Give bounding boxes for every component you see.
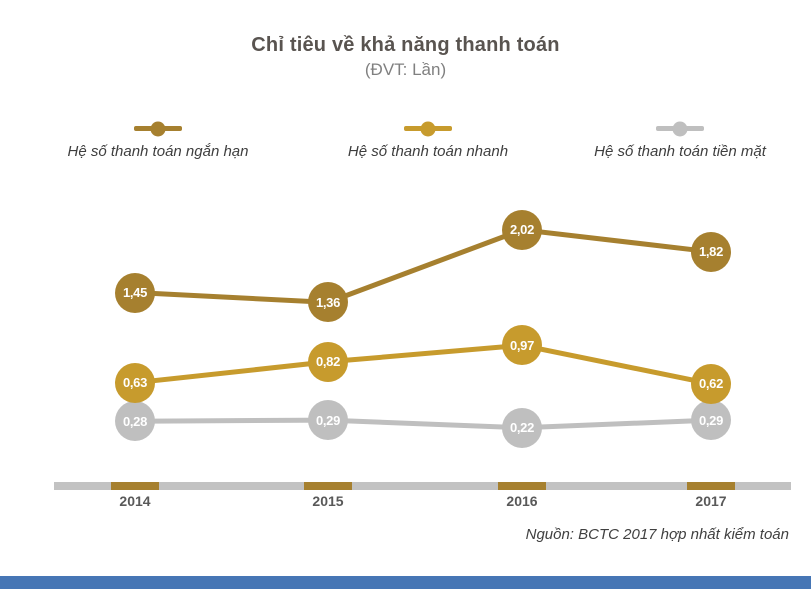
data-point-2014: 0,63 — [115, 362, 155, 403]
data-point-2017: 0,29 — [691, 400, 731, 441]
legend-label-quick: Hệ số thanh toán nhanh — [347, 143, 509, 160]
data-point-2016: 0,97 — [502, 325, 542, 366]
axis-tick — [498, 482, 546, 490]
axis-tick — [111, 482, 159, 490]
source-note: Nguồn: BCTC 2017 hợp nhất kiểm toán — [525, 526, 789, 543]
legend-line-marker-icon — [134, 121, 182, 136]
year-label-2015: 2015 — [312, 493, 344, 509]
chart-unit-label: (ĐVT: Lần) — [364, 60, 447, 79]
series-line — [134, 417, 712, 431]
legend-item-short-term: Hệ số thanh toán ngắn hạn — [38, 118, 278, 160]
data-point-2015: 0,82 — [308, 341, 348, 382]
legend-line-marker-icon — [404, 121, 452, 136]
series-line — [134, 227, 712, 305]
x-axis-bar — [54, 482, 791, 490]
legend-item-quick: Hệ số thanh toán nhanh — [308, 118, 548, 160]
legend-dot-icon — [672, 121, 688, 136]
data-point-2017: 1,82 — [691, 231, 731, 272]
legend-item-cash: Hệ số thanh toán tiền mặt — [560, 118, 800, 160]
data-point-2017: 0,62 — [691, 363, 731, 404]
series-line — [134, 342, 712, 387]
chart-title: Chỉ tiêu về khả năng thanh toán — [251, 34, 560, 56]
data-point-2014: 1,45 — [115, 272, 155, 313]
year-label-2017: 2017 — [695, 493, 727, 509]
legend-label-short-term: Hệ số thanh toán ngắn hạn — [67, 143, 249, 160]
data-point-2016: 2,02 — [502, 209, 542, 250]
legend-label-cash: Hệ số thanh toán tiền mặt — [594, 143, 766, 160]
data-point-2016: 0,22 — [502, 407, 542, 448]
data-point-2015: 1,36 — [308, 282, 348, 323]
axis-tick — [304, 482, 352, 490]
year-label-2014: 2014 — [119, 493, 151, 509]
year-label-2016: 2016 — [506, 493, 538, 509]
legend-line-marker-icon — [656, 121, 704, 136]
data-point-2015: 0,29 — [308, 400, 348, 441]
legend-dot-icon — [420, 121, 436, 136]
footer-accent-bar — [0, 576, 811, 589]
legend-dot-icon — [150, 121, 166, 136]
data-point-2014: 0,28 — [115, 401, 155, 442]
axis-tick — [687, 482, 735, 490]
